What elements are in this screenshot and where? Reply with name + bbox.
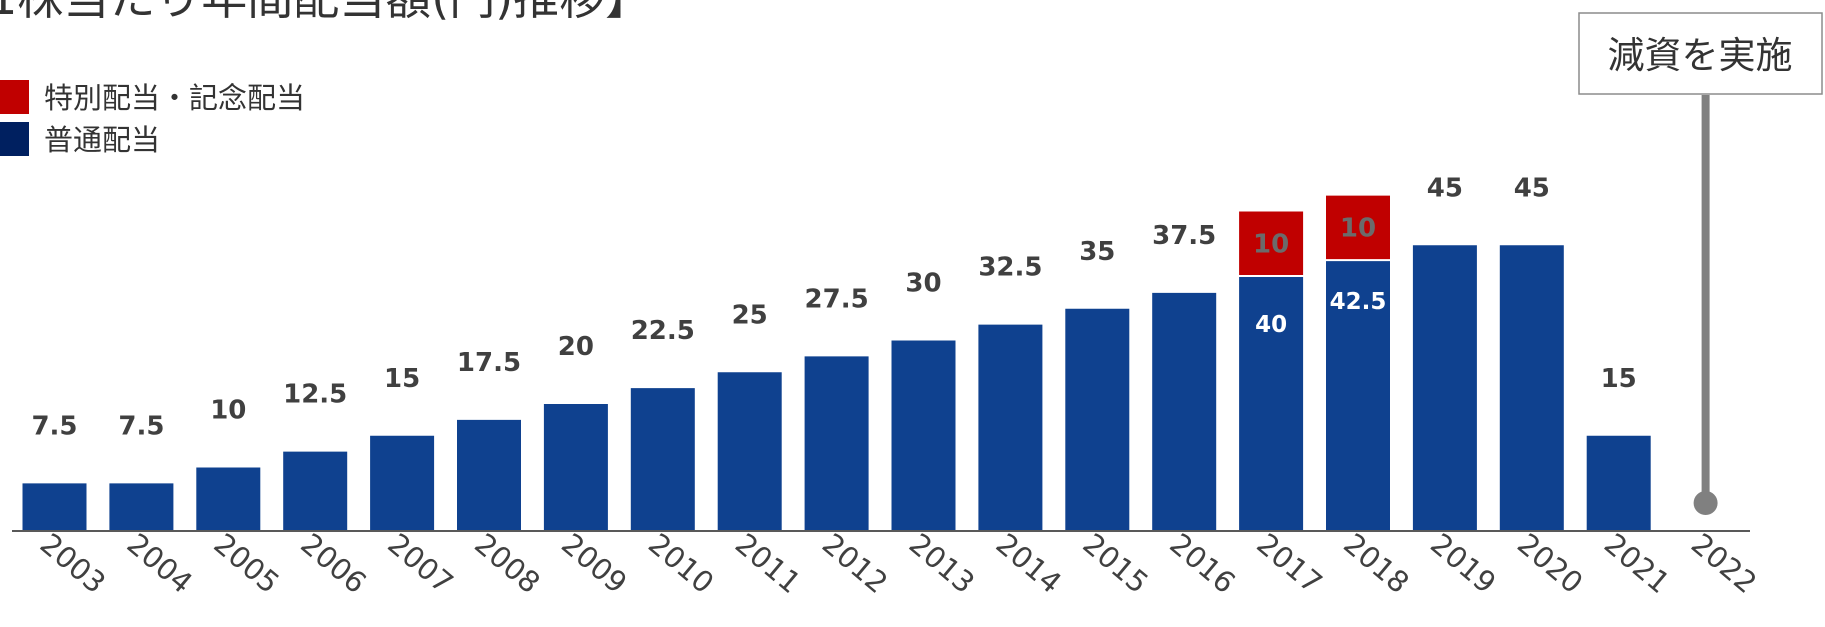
value-label-2015: 35: [1079, 237, 1115, 267]
bar-regular-2011: [717, 372, 782, 531]
bar-regular-2016: [1152, 292, 1217, 531]
bar-regular-2019: [1412, 245, 1477, 531]
value-label-2014: 32.5: [978, 253, 1042, 283]
x-tick-label-2010: 2010: [642, 527, 720, 600]
regular-value-label-2017: 40: [1255, 312, 1287, 338]
legend-label-1: 普通配当: [44, 123, 160, 157]
special-value-label-2017: 10: [1253, 229, 1289, 259]
bar-special-2018: [1326, 195, 1390, 260]
legend-label-0: 特別配当・記念配当: [44, 81, 305, 115]
x-tick-label-2009: 2009: [555, 527, 633, 600]
chart-title: 1株当たり年間配当額(円)推移】: [0, 0, 651, 25]
x-tick-label-2014: 2014: [990, 527, 1068, 600]
x-tick-label-2017: 2017: [1250, 527, 1328, 600]
value-label-2019: 45: [1427, 173, 1463, 203]
value-label-2016: 37.5: [1152, 221, 1216, 251]
value-labels: 7.5 7.5 10 12.5 15 17.5 20 22.5 25 27.5 30 32.5 35 37…: [31, 173, 1636, 441]
x-tick-label-2013: 2013: [903, 527, 981, 600]
bar-regular-2003: [22, 483, 87, 531]
value-label-2005: 10: [210, 396, 246, 426]
x-axis-tick-labels: 2003 2004 2005 2006 2007 2008 2009 2010 2011 2012…: [34, 527, 1763, 600]
value-label-2013: 30: [905, 269, 941, 299]
bar-regular-2012: [804, 356, 869, 531]
legend-swatch-1: [0, 122, 29, 156]
x-tick-label-2004: 2004: [121, 527, 199, 600]
x-tick-label-2018: 2018: [1337, 527, 1415, 600]
callout-box: [1578, 12, 1823, 95]
legend-swatch-0: [0, 80, 29, 114]
value-label-2003: 7.5: [31, 411, 77, 441]
x-tick-label-2019: 2019: [1424, 527, 1502, 600]
bar-regular-2013: [891, 340, 956, 531]
bar-regular-2015: [1065, 308, 1130, 531]
x-tick-label-2003: 2003: [34, 527, 112, 600]
value-label-2009: 20: [558, 332, 594, 362]
x-tick-label-2008: 2008: [468, 527, 546, 600]
callout-text: 減資を実施: [1608, 34, 1793, 77]
bar-special-2017: [1239, 211, 1304, 275]
bar-regular-2005: [196, 467, 261, 531]
value-label-2011: 25: [732, 300, 768, 330]
bar-regular-2018: [1326, 261, 1390, 531]
callout-marker-dot: [1693, 491, 1718, 515]
bar-regular-2009: [543, 404, 608, 531]
x-tick-label-2012: 2012: [816, 527, 894, 600]
value-label-2007: 15: [384, 364, 420, 394]
bar-regular-2010: [630, 388, 695, 531]
x-tick-label-2006: 2006: [294, 527, 372, 600]
x-tick-label-2021: 2021: [1598, 527, 1676, 600]
x-tick-label-2007: 2007: [381, 527, 459, 600]
x-tick-label-2015: 2015: [1077, 527, 1155, 600]
value-label-2004: 7.5: [118, 411, 164, 441]
regular-value-label-2018: 42.5: [1330, 289, 1387, 315]
bar-regular-2007: [370, 435, 435, 531]
value-label-2006: 12.5: [283, 380, 347, 410]
bar-regular-2006: [283, 451, 348, 531]
reduction-callout: 減資を実施: [1578, 12, 1823, 515]
bar-regular-2004: [109, 483, 174, 531]
bar-regular-2020: [1499, 245, 1564, 531]
x-tick-label-2011: 2011: [729, 527, 807, 600]
special-value-label-2018: 10: [1340, 213, 1376, 243]
bar-regular-2014: [978, 324, 1043, 531]
x-tick-label-2022: 2022: [1685, 527, 1763, 600]
value-label-2020: 45: [1514, 173, 1550, 203]
value-label-2012: 27.5: [805, 284, 869, 314]
x-tick-label-2020: 2020: [1511, 527, 1589, 600]
value-label-2021: 15: [1601, 364, 1637, 394]
bar-regular-2021: [1586, 435, 1651, 531]
value-label-2010: 22.5: [631, 316, 695, 346]
x-tick-label-2005: 2005: [208, 527, 286, 600]
x-tick-label-2016: 2016: [1163, 527, 1241, 600]
value-label-2008: 17.5: [457, 348, 521, 378]
bars: [22, 195, 1651, 531]
bar-regular-2008: [457, 419, 521, 531]
bar-regular-2017: [1239, 277, 1304, 531]
